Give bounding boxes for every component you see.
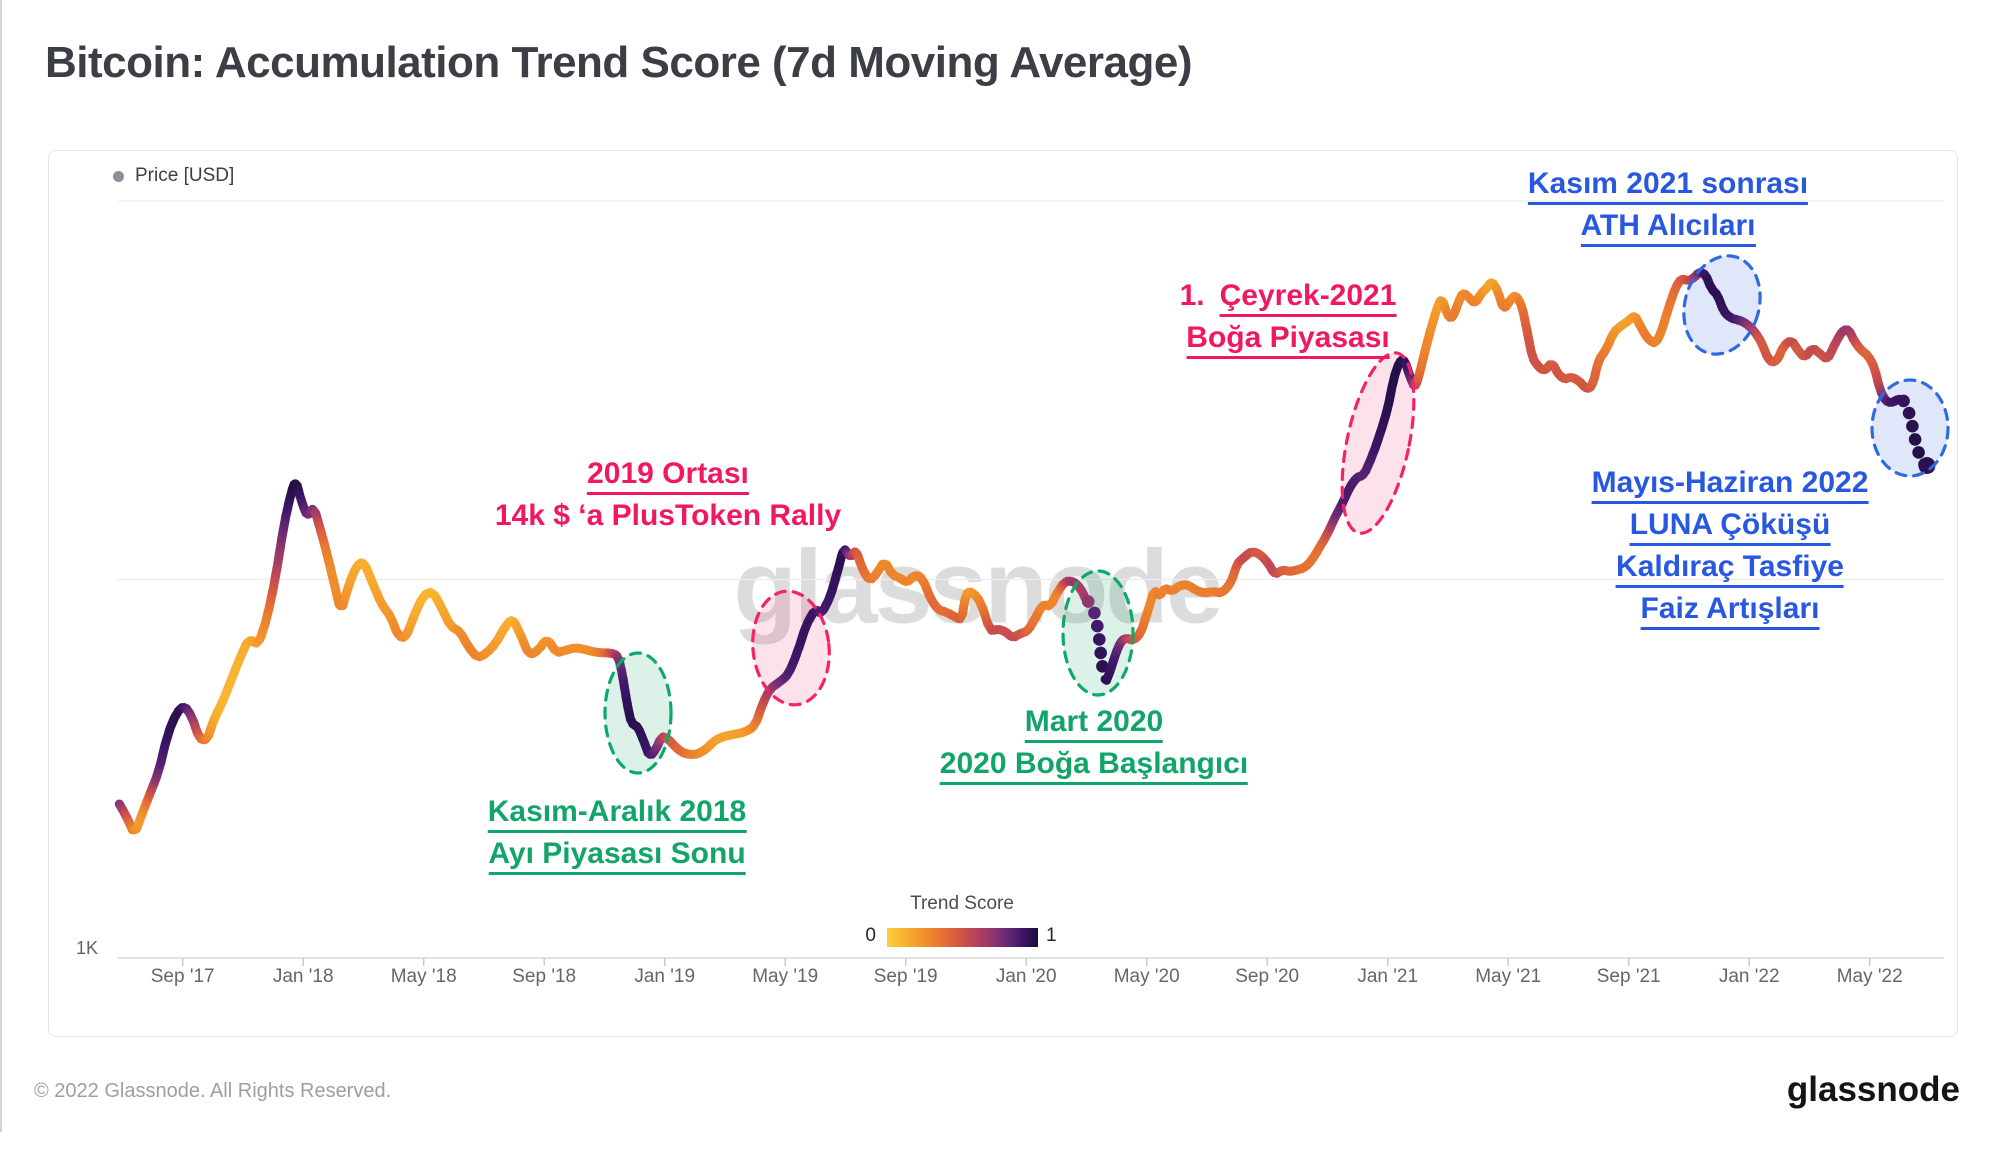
annotation-2019-ortasi-plustoken: 2019 Ortası 14k $ ‘a PlusToken Rally (495, 453, 841, 537)
page-title: Bitcoin: Accumulation Trend Score (7d Mo… (45, 38, 1193, 87)
annotation-mart-2020-boga: Mart 2020 2020 Boğa Başlangıcı (939, 701, 1249, 785)
annotation-line-text: Ayı Piyasası Sonu (488, 837, 746, 875)
x-axis-label: Jan '19 (634, 966, 696, 987)
annotation-line: LUNA Çöküşü (1592, 504, 1869, 546)
x-axis-label: May '19 (752, 966, 819, 987)
glassnode-logo: glassnode (1786, 1070, 1960, 1109)
annotation-line: Kaldıraç Tasfiye (1592, 546, 1869, 588)
highlight-ellipse-borders (603, 254, 1950, 775)
x-axis (181, 958, 1871, 966)
annotation-line: 2019 Ortası (495, 453, 841, 495)
annotation-line: ATH Alıcıları (1528, 205, 1808, 247)
trend-score-gradient-bar (887, 928, 1038, 947)
series-legend[interactable]: Price [USD] (113, 163, 234, 189)
highlight-border-kasim-aralik-2018 (603, 651, 673, 775)
trend-score-min-label: 0 (865, 925, 876, 946)
annotation-line-text: Kasım-Aralık 2018 (487, 795, 747, 833)
y-axis-label-1k: 1K (75, 938, 98, 958)
x-axis-label: May '22 (1836, 966, 1903, 987)
annotation-line-prefix: 1. (1179, 279, 1220, 312)
annotation-line-text: 2020 Boğa Başlangıcı (939, 747, 1249, 785)
gridlines (118, 200, 1944, 959)
annotation-line-text: Kaldıraç Tasfiye (1616, 550, 1844, 588)
annotation-kasim-2021-ath: Kasım 2021 sonrası ATH Alıcıları (1527, 163, 1809, 247)
x-axis-label: Jan '22 (1718, 966, 1780, 987)
annotation-ceyrek-2021-boga: 1. Çeyrek-2021 Boğa Piyasası (1180, 275, 1397, 359)
annotation-line: Kasım 2021 sonrası (1527, 163, 1809, 205)
x-axis-label: Sep '20 (1235, 966, 1300, 987)
annotation-line-text: Mayıs-Haziran 2022 (1591, 466, 1869, 504)
x-axis-label: Sep '19 (873, 966, 938, 987)
annotation-line-text: LUNA Çöküşü (1629, 508, 1831, 546)
x-axis-label: Sep '18 (512, 966, 577, 987)
annotation-line-text: Mart 2020 (1024, 705, 1164, 743)
annotation-line-text: Boğa Piyasası (1186, 321, 1390, 359)
annotation-line: 14k $ ‘a PlusToken Rally (495, 495, 841, 537)
footer-copyright: © 2022 Glassnode. All Rights Reserved. (34, 1080, 392, 1102)
chart-card (48, 150, 1958, 1037)
legend-dot-icon (113, 170, 124, 182)
x-axis-label: May '21 (1475, 966, 1542, 987)
trend-score-max-label: 1 (1046, 925, 1057, 946)
annotation-line-text: 14k $ ‘a PlusToken Rally (494, 499, 842, 532)
annotation-line: 1. Çeyrek-2021 (1180, 275, 1397, 317)
annotation-line-text: Çeyrek-2021 (1219, 279, 1397, 317)
x-axis-label: Sep '17 (150, 966, 215, 987)
price-line (114, 268, 1936, 835)
x-axis-label: Jan '20 (995, 966, 1057, 987)
highlight-border-ceyrek-2021 (1340, 351, 1416, 535)
legend-label: Price [USD] (135, 165, 235, 186)
x-axis-label: May '18 (390, 966, 457, 987)
annotation-mayis-haziran-2022: Mayıs-Haziran 2022 LUNA Çöküşü Kaldıraç Ta… (1591, 462, 1869, 630)
annotation-line: Ayı Piyasası Sonu (488, 833, 747, 875)
annotation-line: Mart 2020 (940, 701, 1248, 743)
annotation-line-text: 2019 Ortası (587, 457, 749, 495)
annotation-line: Boğa Piyasası (1180, 317, 1397, 359)
highlight-border-mayis-2022 (1870, 378, 1950, 478)
trend-score-legend-title: Trend Score (910, 893, 1014, 914)
annotation-line: Kasım-Aralık 2018 (487, 791, 747, 833)
x-axis-label: May '20 (1113, 966, 1180, 987)
annotation-line: Mayıs-Haziran 2022 (1591, 462, 1869, 504)
highlight-border-ortasi-2019 (751, 589, 831, 707)
annotation-line-text: ATH Alıcıları (1580, 209, 1756, 247)
annotation-line-text: Faiz Artışları (1640, 592, 1820, 630)
x-axis-label: Sep '21 (1596, 966, 1661, 987)
highlight-border-mart-2020 (1061, 569, 1135, 697)
annotation-line-text: Kasım 2021 sonrası (1527, 167, 1809, 205)
annotation-line: Faiz Artışları (1592, 588, 1869, 630)
x-axis-label: Jan '18 (272, 966, 334, 987)
annotation-kasim-aralik-2018-ayi: Kasım-Aralık 2018 Ayı Piyasası Sonu (487, 791, 747, 875)
x-axis-label: Jan '21 (1357, 966, 1419, 987)
highlight-border-kasim-2021 (1682, 254, 1762, 356)
annotation-line: 2020 Boğa Başlangıcı (939, 743, 1249, 785)
page-left-edge-line (0, 0, 2, 1132)
